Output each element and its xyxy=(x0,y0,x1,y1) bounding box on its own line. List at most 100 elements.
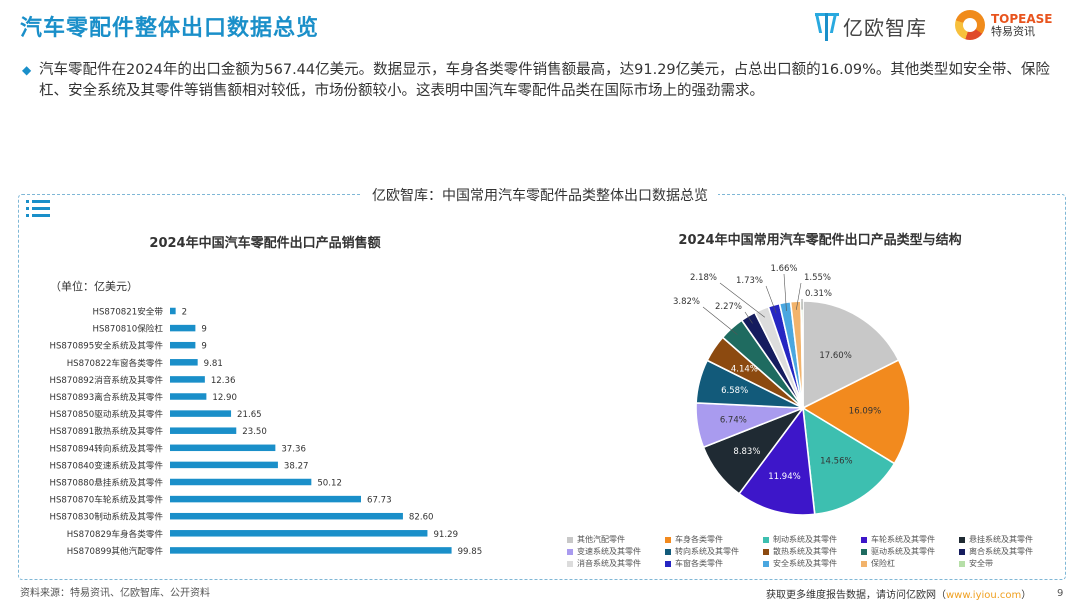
bar-value-label: 38.27 xyxy=(284,461,309,471)
legend-item: 车身各类零件 xyxy=(665,534,763,545)
legend-swatch xyxy=(763,537,769,543)
footer-note: 获取更多维度报告数据，请访问亿欧网（www.iyiou.com） xyxy=(766,586,1031,601)
bar-category-label: HS870870车轮系统及其零件 xyxy=(50,494,164,506)
bar xyxy=(170,547,452,554)
bar-value-label: 37.36 xyxy=(281,444,306,454)
bar-value-label: 99.85 xyxy=(458,547,483,557)
bar-value-label: 23.50 xyxy=(242,427,267,437)
footer-text: 获取更多维度报告数据，请访问亿欧网（ xyxy=(766,590,946,601)
bar-category-label: HS870880悬挂系统及其零件 xyxy=(50,477,164,489)
bar xyxy=(170,427,236,434)
bar-value-label: 12.90 xyxy=(212,393,237,403)
legend-swatch xyxy=(861,561,867,567)
legend-item: 制动系统及其零件 xyxy=(763,534,861,545)
bar xyxy=(170,325,195,332)
legend-label: 制动系统及其零件 xyxy=(773,534,837,545)
legend-item: 驱动系统及其零件 xyxy=(861,546,959,557)
bar xyxy=(170,376,205,383)
legend-label: 安全系统及其零件 xyxy=(773,558,837,569)
legend-label: 离合系统及其零件 xyxy=(969,546,1033,557)
bar xyxy=(170,342,195,349)
topease-logo-mark-icon xyxy=(955,10,985,40)
bar xyxy=(170,479,311,486)
legend-swatch xyxy=(665,549,671,555)
yiou-logo-text: 亿欧智库 xyxy=(843,12,927,41)
bar-value-label: 91.29 xyxy=(433,530,458,540)
legend-swatch xyxy=(665,561,671,567)
legend-item: 安全系统及其零件 xyxy=(763,558,861,569)
bar-category-label: HS870822车窗各类零件 xyxy=(67,357,164,369)
bar xyxy=(170,513,403,520)
bar-value-label: 12.36 xyxy=(211,376,236,386)
legend-swatch xyxy=(567,537,573,543)
bar-category-label: HS870829车身各类零件 xyxy=(67,528,164,540)
legend-label: 车轮系统及其零件 xyxy=(871,534,935,545)
legend-label: 悬挂系统及其零件 xyxy=(969,534,1033,545)
legend-label: 变速系统及其零件 xyxy=(577,546,641,557)
bar-category-label: HS870899其他汽配零件 xyxy=(67,545,164,557)
legend-label: 驱动系统及其零件 xyxy=(871,546,935,557)
yiou-logo-mark-icon xyxy=(815,13,839,41)
bar-value-label: 2 xyxy=(182,308,187,318)
footer-link[interactable]: www.iyiou.com xyxy=(946,590,1021,601)
legend-label: 安全带 xyxy=(969,558,993,569)
legend-label: 消音系统及其零件 xyxy=(577,558,641,569)
legend-item: 悬挂系统及其零件 xyxy=(959,534,1057,545)
pie-chart-title: 2024年中国常用汽车零配件出口产品类型与结构 xyxy=(630,229,1010,248)
legend-label: 保险杠 xyxy=(871,558,895,569)
bar-value-label: 9 xyxy=(201,342,206,352)
legend-swatch xyxy=(763,549,769,555)
bar-category-label: HS870850驱动系统及其零件 xyxy=(50,408,164,420)
legend-label: 散热系统及其零件 xyxy=(773,546,837,557)
bar-value-label: 67.73 xyxy=(367,496,392,506)
topease-logo-en: TOPEASE xyxy=(991,13,1053,26)
bar xyxy=(170,308,176,315)
topease-logo: TOPEASE 特易资讯 xyxy=(955,10,1053,40)
bar-category-label: HS870810保险杠 xyxy=(92,323,163,335)
legend-item: 变速系统及其零件 xyxy=(567,546,665,557)
bar-category-label: HS870840变速系统及其零件 xyxy=(50,459,164,471)
bar xyxy=(170,393,206,400)
legend-item: 离合系统及其零件 xyxy=(959,546,1057,557)
bar-category-label: HS870891散热系统及其零件 xyxy=(50,425,164,437)
legend-item: 保险杠 xyxy=(861,558,959,569)
bar-value-label: 21.65 xyxy=(237,410,262,420)
legend-item: 消音系统及其零件 xyxy=(567,558,665,569)
legend-item: 其他汽配零件 xyxy=(567,534,665,545)
legend-swatch xyxy=(959,537,965,543)
bar-value-label: 82.60 xyxy=(409,513,434,523)
legend-swatch xyxy=(861,537,867,543)
bar xyxy=(170,530,427,537)
legend-swatch xyxy=(567,561,573,567)
legend-item: 车窗各类零件 xyxy=(665,558,763,569)
bar-value-label: 9 xyxy=(201,325,206,335)
pie-legend: 其他汽配零件 车身各类零件制动系统及其零件 车轮系统及其零件 悬挂系统及其零件变速系统… xyxy=(567,534,1062,569)
legend-label: 车窗各类零件 xyxy=(675,558,723,569)
legend-item: 散热系统及其零件 xyxy=(763,546,861,557)
bar-value-label: 9.81 xyxy=(204,359,223,369)
legend-swatch xyxy=(763,561,769,567)
bar-category-label: HS870893离合系统及其零件 xyxy=(50,391,164,403)
legend-label: 其他汽配零件 xyxy=(577,534,625,545)
bar xyxy=(170,410,231,417)
bar xyxy=(170,462,278,469)
bar xyxy=(170,496,361,503)
topease-logo-cn: 特易资讯 xyxy=(991,26,1053,38)
bar-category-label: HS870830制动系统及其零件 xyxy=(50,511,164,523)
legend-swatch xyxy=(959,549,965,555)
yiou-logo: 亿欧智库 xyxy=(815,12,927,41)
bar-category-label: HS870892消音系统及其零件 xyxy=(50,374,164,386)
source-note: 资料来源：特易资讯、亿欧智库、公开资料 xyxy=(20,584,210,599)
legend-label: 转向系统及其零件 xyxy=(675,546,739,557)
bar xyxy=(170,445,275,452)
bar-category-label: HS870895安全系统及其零件 xyxy=(50,340,164,352)
bar-category-label: HS870894转向系统及其零件 xyxy=(50,442,164,454)
legend-swatch xyxy=(665,537,671,543)
legend-item: 转向系统及其零件 xyxy=(665,546,763,557)
legend-item: 安全带 xyxy=(959,558,1057,569)
footer-close: ） xyxy=(1021,590,1031,601)
legend-item: 车轮系统及其零件 xyxy=(861,534,959,545)
legend-swatch xyxy=(861,549,867,555)
page-number: 9 xyxy=(1057,588,1063,599)
